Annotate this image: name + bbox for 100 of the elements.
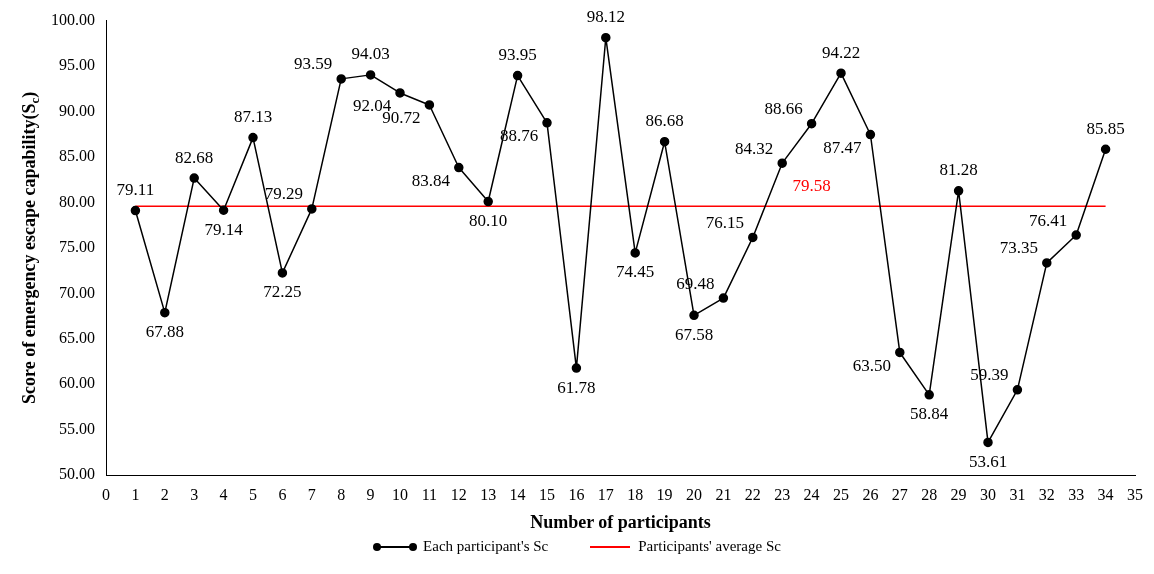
x-tick-label: 5 [249, 486, 257, 503]
x-tick-label: 21 [715, 486, 732, 503]
data-label: 98.12 [586, 7, 625, 27]
point [130, 205, 141, 216]
data-label: 87.47 [823, 137, 863, 157]
data-label: 79.29 [264, 184, 303, 204]
x-tick-label: 32 [1038, 486, 1055, 503]
data-label: 83.84 [411, 171, 451, 190]
point [248, 132, 258, 143]
point [601, 32, 611, 43]
point [307, 204, 317, 214]
point [806, 118, 817, 129]
x-tick-label: 8 [337, 486, 346, 503]
data-label: 87.13 [233, 107, 273, 127]
x-tick-label: 13 [480, 486, 497, 503]
y-tick-label: 85.00 [59, 147, 95, 165]
y-tick-label: 90.00 [59, 101, 95, 119]
data-label: 76.15 [705, 212, 744, 232]
data-label: 79.14 [204, 219, 244, 239]
data-label: 93.95 [498, 45, 537, 65]
data-label: 79.11 [116, 180, 155, 199]
y-axis-title: Score of emergency escape capability(Sc) [18, 91, 42, 404]
point [748, 232, 758, 243]
x-tick-label: 14 [509, 486, 526, 503]
x-tick-label: 12 [450, 486, 467, 503]
data-label: 72.25 [263, 282, 302, 302]
x-tick-label: 15 [539, 486, 555, 503]
x-tick-label: 11 [421, 486, 438, 503]
data-label: 73.35 [999, 238, 1038, 258]
data-label: 84.32 [735, 138, 774, 158]
point [336, 74, 346, 84]
point [483, 196, 493, 207]
point [454, 162, 464, 173]
point [924, 390, 934, 400]
data-label: 74.45 [616, 262, 655, 282]
point [659, 136, 670, 147]
x-tick-label: 22 [744, 486, 761, 503]
x-tick-label: 34 [1097, 486, 1114, 503]
data-label: 93.59 [294, 54, 333, 74]
y-tick-label: 80.00 [59, 192, 95, 210]
x-tick-label: 19 [656, 486, 673, 503]
legend-label: Each participant's Sc [423, 538, 549, 555]
x-axis-title: Number of participants [530, 511, 711, 532]
point [1012, 385, 1023, 395]
y-tick-label: 75.00 [59, 238, 95, 256]
point [395, 88, 405, 98]
data-label: 94.22 [821, 42, 861, 62]
point [365, 70, 376, 80]
data-label: 80.10 [469, 211, 508, 230]
annotation: 79.58 [792, 175, 831, 195]
point [836, 68, 846, 78]
y-tick-label: 50.00 [59, 465, 95, 483]
y-tick-label: 100.00 [51, 10, 95, 28]
x-tick-label: 6 [278, 486, 287, 503]
point [689, 310, 699, 321]
point [630, 248, 640, 258]
data-label: 67.88 [145, 322, 184, 342]
data-label: 58.84 [910, 404, 949, 424]
point [277, 268, 288, 278]
x-tick-label: 28 [921, 486, 938, 503]
x-tick-label: 33 [1068, 486, 1085, 503]
x-tick-label: 0 [102, 486, 110, 503]
data-label: 94.03 [351, 44, 390, 64]
data-label: 63.50 [852, 355, 891, 375]
x-tick-label: 30 [980, 486, 996, 503]
x-tick-label: 16 [568, 486, 585, 503]
y-tick-label: 65.00 [59, 329, 95, 347]
x-tick-label: 2 [160, 486, 169, 503]
point [865, 129, 876, 140]
x-tick-label: 24 [803, 486, 820, 503]
x-tick-label: 20 [686, 486, 702, 503]
data-label: 82.68 [175, 147, 214, 167]
x-tick-label: 18 [627, 486, 644, 503]
x-tick-label: 9 [366, 486, 375, 503]
x-tick-label: 35 [1127, 486, 1143, 503]
y-tick-label: 95.00 [59, 56, 95, 74]
data-label: 53.61 [968, 451, 1008, 471]
point [895, 347, 905, 358]
x-tick-label: 10 [392, 486, 408, 503]
x-tick-label: 1 [131, 486, 140, 503]
data-label: 61.78 [557, 377, 596, 397]
y-tick-label: 55.00 [59, 419, 95, 437]
y-tick-label: 60.00 [59, 374, 95, 392]
point [1071, 230, 1081, 240]
x-tick-label: 3 [190, 486, 199, 503]
x-tick-label: 26 [862, 486, 879, 503]
x-tick-label: 31 [1009, 486, 1026, 503]
data-label: 86.68 [645, 111, 684, 131]
point [777, 158, 787, 168]
x-tick-label: 29 [950, 486, 967, 503]
point [953, 186, 964, 196]
point [571, 363, 582, 373]
point [160, 307, 170, 318]
data-label: 67.58 [674, 324, 714, 344]
legend-label: Participants' average Sc [638, 538, 781, 555]
data-label: 81.28 [939, 160, 978, 180]
x-tick-label: 7 [307, 486, 316, 503]
point [718, 293, 729, 303]
data-label: 76.41 [1029, 210, 1068, 230]
point [1042, 258, 1052, 268]
